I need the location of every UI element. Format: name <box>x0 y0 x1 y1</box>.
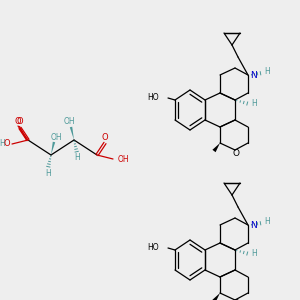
Text: O: O <box>232 149 239 158</box>
Text: H: H <box>45 169 51 178</box>
Text: OH: OH <box>118 154 130 164</box>
Text: H: H <box>251 250 257 259</box>
Text: H: H <box>264 218 270 226</box>
Text: H: H <box>74 154 80 163</box>
Text: N: N <box>250 220 257 230</box>
Polygon shape <box>212 143 220 152</box>
Text: O: O <box>3 140 10 148</box>
Text: H: H <box>264 68 270 76</box>
Text: H: H <box>251 100 257 109</box>
Text: O: O <box>17 118 23 127</box>
Text: OH: OH <box>50 133 62 142</box>
Text: O: O <box>102 133 108 142</box>
Text: N: N <box>250 70 257 80</box>
Text: H: H <box>0 140 5 148</box>
Polygon shape <box>51 142 55 155</box>
Polygon shape <box>70 127 74 140</box>
Text: O: O <box>15 116 21 125</box>
Polygon shape <box>212 293 220 300</box>
Text: HO: HO <box>147 244 159 253</box>
Text: OH: OH <box>63 118 75 127</box>
Text: O: O <box>232 299 239 300</box>
Text: HO: HO <box>147 94 159 103</box>
